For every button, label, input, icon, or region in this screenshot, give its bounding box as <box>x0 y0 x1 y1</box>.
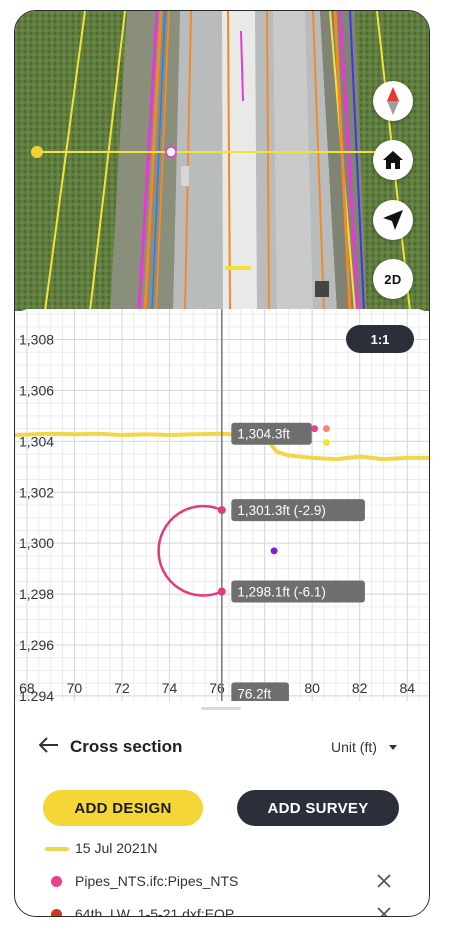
value-label: 1,301.3ft (-2.9) <box>237 503 326 518</box>
locate-icon <box>383 210 403 230</box>
y-tick-label: 1,308 <box>19 332 54 348</box>
value-label-box <box>231 422 312 445</box>
unit-label: Unit (ft) <box>331 739 377 755</box>
close-icon[interactable] <box>376 906 392 917</box>
layer-swatch <box>51 876 62 887</box>
layer-swatch <box>51 909 62 916</box>
x-tick-label: 82 <box>352 680 368 696</box>
x-tick-label: 72 <box>114 680 130 696</box>
x-tick-label: 80 <box>304 680 320 696</box>
panel-title: Cross section <box>70 737 183 756</box>
data-point <box>311 425 319 433</box>
value-label-box <box>231 499 365 522</box>
layer-item[interactable]: 15 Jul 2021N <box>15 838 429 860</box>
back-arrow-icon[interactable] <box>39 737 59 753</box>
y-tick-label: 1,300 <box>19 535 54 551</box>
app-frame: 2D 6870727476788082841,3081,3061,3041,30… <box>14 10 430 917</box>
chevron-down-icon <box>388 744 397 750</box>
cross-section-chart[interactable]: 6870727476788082841,3081,3061,3041,3021,… <box>15 309 429 701</box>
x-tick-label: 68 <box>19 680 35 696</box>
panel-header: Cross section Unit (ft) <box>15 735 429 759</box>
y-tick-label: 1,302 <box>19 484 54 500</box>
layer-item[interactable]: 64th_LW_1-5-21.dxf:EOP <box>15 904 429 917</box>
data-point <box>322 439 330 447</box>
pipe-profile-arc <box>157 504 223 597</box>
layer-label: 64th_LW_1-5-21.dxf:EOP <box>75 906 235 917</box>
locate-button[interactable] <box>373 200 413 240</box>
layer-swatch <box>45 847 69 851</box>
x-tick-label: 84 <box>399 680 415 696</box>
add-survey-button[interactable]: ADD SURVEY <box>237 790 399 826</box>
cross-section-panel: Cross section Unit (ft) ADD DESIGN ADD S… <box>15 701 429 917</box>
value-label: 76.2ft <box>237 686 271 701</box>
layer-item[interactable]: Pipes_NTS.ifc:Pipes_NTS <box>15 871 429 893</box>
value-label-box <box>231 580 365 603</box>
x-tick-label: 74 <box>162 680 178 696</box>
x-tick-label: 76 <box>209 680 225 696</box>
drag-handle[interactable] <box>201 707 241 710</box>
data-point <box>270 547 278 555</box>
map-imagery <box>15 11 429 311</box>
home-button[interactable] <box>373 140 413 180</box>
y-tick-label: 1,298 <box>19 586 54 602</box>
view-2d-label: 2D <box>384 271 402 287</box>
cursor-intersection-point <box>217 587 226 596</box>
value-label: 1,304.3ft <box>237 427 290 442</box>
aspect-ratio-button[interactable]: 1:1 <box>346 325 414 353</box>
y-tick-label: 1,296 <box>19 637 54 653</box>
value-label-box <box>231 682 289 701</box>
compass-button[interactable] <box>373 81 413 121</box>
cursor-intersection-point <box>217 506 226 515</box>
x-tick-label: 70 <box>67 680 83 696</box>
view-2d-button[interactable]: 2D <box>373 259 413 299</box>
home-icon <box>383 151 403 169</box>
close-icon[interactable] <box>376 873 392 889</box>
unit-dropdown[interactable]: Unit (ft) <box>331 739 397 755</box>
chart-canvas: 6870727476788082841,3081,3061,3041,3021,… <box>15 309 429 701</box>
aerial-map[interactable]: 2D <box>15 11 429 311</box>
y-tick-label: 1,306 <box>19 382 54 398</box>
layer-label: 15 Jul 2021N <box>75 840 158 856</box>
compass-icon <box>387 87 399 115</box>
y-tick-label: 1,294 <box>19 688 54 701</box>
add-design-button[interactable]: ADD DESIGN <box>43 790 203 826</box>
y-tick-label: 1,304 <box>19 433 54 449</box>
value-label: 1,298.1ft (-6.1) <box>237 585 326 600</box>
data-point <box>322 425 330 433</box>
layer-label: Pipes_NTS.ifc:Pipes_NTS <box>75 873 239 889</box>
